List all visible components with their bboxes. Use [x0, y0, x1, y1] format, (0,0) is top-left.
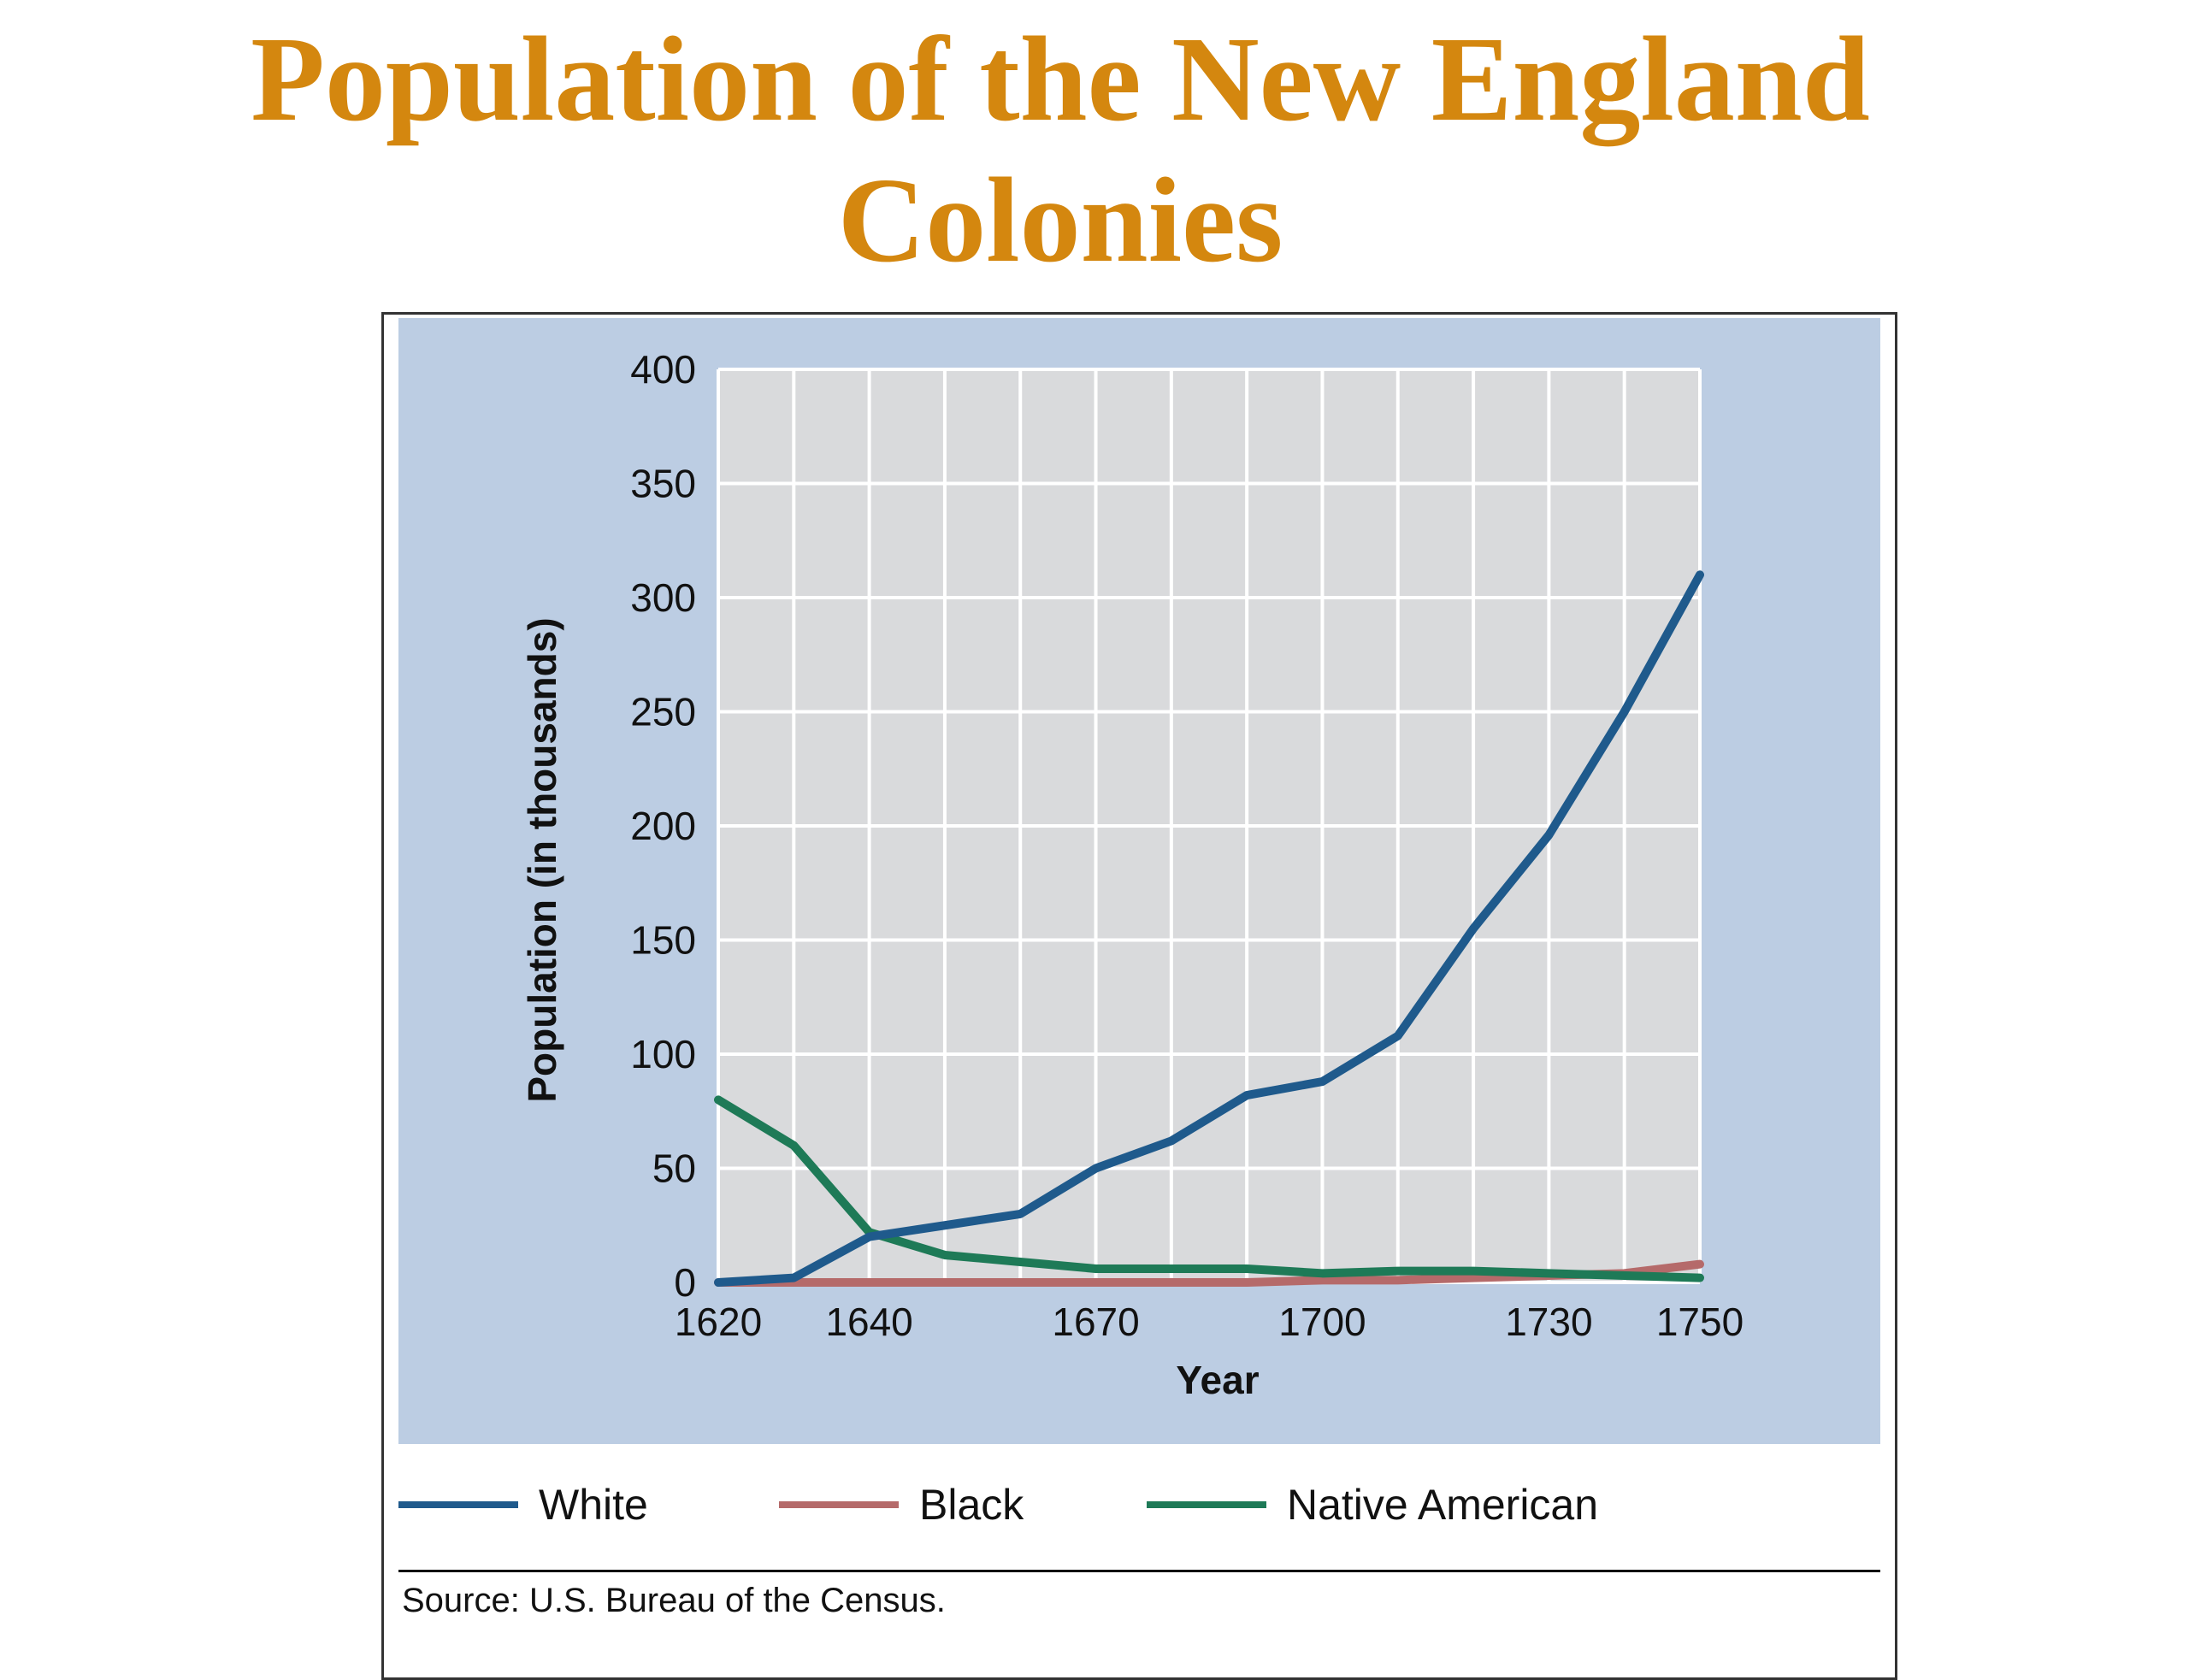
x-axis-title: Year [1176, 1358, 1259, 1402]
y-tick-label: 150 [630, 918, 696, 963]
x-tick-label: 1730 [1505, 1300, 1592, 1344]
x-tick-label: 1670 [1052, 1300, 1139, 1344]
y-tick-label: 50 [652, 1147, 696, 1191]
legend: White Black Native American [398, 1471, 1880, 1539]
legend-swatch-native-american [1147, 1501, 1266, 1508]
legend-item-white: White [398, 1471, 648, 1539]
legend-swatch-black [779, 1501, 899, 1508]
y-tick-label: 300 [630, 575, 696, 620]
legend-label-black: Black [919, 1481, 1024, 1529]
series-line-white [714, 570, 1704, 1287]
y-tick-label: 250 [630, 690, 696, 734]
x-axis-ticks: 1620 1640 1670 1700 1730 1750 [675, 1300, 1744, 1344]
legend-label-native-american: Native American [1287, 1481, 1599, 1529]
series-lines [714, 570, 1704, 1287]
title-line-2: Colonies [837, 152, 1283, 287]
legend-swatch-white [398, 1501, 518, 1508]
y-axis-title: Population (in thousands) [520, 617, 564, 1102]
source-divider [398, 1570, 1880, 1572]
x-tick-label: 1620 [675, 1300, 762, 1344]
legend-item-black: Black [779, 1471, 1024, 1539]
line-chart: 0 50 100 150 200 250 300 350 400 1620 1640 1670 170… [520, 347, 1744, 1402]
legend-item-native-american: Native American [1147, 1471, 1598, 1539]
y-tick-label: 400 [630, 347, 696, 392]
title-line-1: Population of the New England [251, 11, 1870, 146]
x-tick-label: 1750 [1656, 1300, 1744, 1344]
source-note: Source: U.S. Bureau of the Census. [402, 1582, 946, 1619]
slide-title: Population of the New England Colonies [0, 9, 2121, 291]
legend-label-white: White [539, 1481, 648, 1529]
y-axis-ticks: 0 50 100 150 200 250 300 350 400 [630, 347, 696, 1305]
x-tick-label: 1640 [825, 1300, 912, 1344]
y-tick-label: 200 [630, 804, 696, 848]
y-tick-label: 100 [630, 1032, 696, 1076]
x-tick-label: 1700 [1278, 1300, 1366, 1344]
y-tick-label: 350 [630, 462, 696, 506]
y-tick-label: 0 [674, 1260, 696, 1305]
